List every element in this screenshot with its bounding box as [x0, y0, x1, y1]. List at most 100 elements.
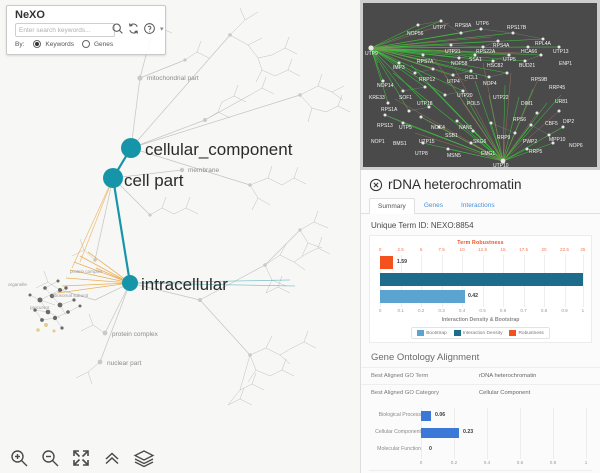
go-category-label: Molecular Function: [377, 446, 421, 452]
search-icon-group: ▾: [111, 22, 164, 35]
gene-label: RRP9: [497, 135, 511, 141]
tab-genes[interactable]: Genes: [423, 202, 443, 209]
detail-tabs[interactable]: Summary Genes Interactions: [361, 197, 600, 214]
gene-label: UTP5: [503, 57, 516, 63]
gene-label: UTP6: [476, 21, 489, 27]
gene-label: NOP4: [483, 81, 497, 87]
tick: 0.2: [417, 308, 425, 313]
unique-term-id: Unique Term ID: NEXO:8854: [371, 221, 474, 230]
sync-icon[interactable]: [127, 22, 140, 35]
node-cell-part[interactable]: [103, 168, 123, 188]
tick: 2.5: [397, 247, 404, 252]
node-intracellular[interactable]: [122, 275, 138, 291]
tick: 0.8: [549, 460, 557, 465]
go-bar: [421, 428, 459, 438]
node-label-protein-complex: protein complex: [112, 331, 159, 338]
detail-header: rDNA heterochromatin: [361, 170, 600, 196]
gene-label: IMP3: [393, 65, 405, 71]
gene-interaction-network-panel[interactable]: UTP9 NOP56 UTP7 RPS8A UTP6 RPS17B UTP21 …: [360, 0, 600, 170]
tab-summary[interactable]: Summary: [369, 198, 415, 214]
search-input[interactable]: [15, 23, 115, 37]
legend-item-interaction-density: Interaction Density: [453, 330, 502, 336]
gene-label: UTP20: [457, 93, 473, 99]
network-toolbar[interactable]: [0, 443, 360, 473]
network-dense-cluster: [28, 279, 82, 333]
hierarchy-network-panel[interactable]: mitochondrial part membrane protein comp…: [0, 0, 360, 473]
gene-label: UTP7: [433, 25, 446, 31]
go-category-label: Cellular Component: [375, 429, 421, 435]
tick: 22.5: [560, 247, 569, 252]
page-title: rDNA heterochromatin: [388, 177, 522, 192]
fit-screen-icon[interactable]: [71, 448, 91, 468]
go-value: 0.23: [463, 429, 474, 435]
zoom-in-icon[interactable]: [9, 448, 29, 468]
go-row-cellular-component: Cellular Component 0.23: [369, 425, 592, 442]
help-icon[interactable]: [143, 22, 156, 35]
tick: 1: [584, 460, 588, 465]
chart-title-term-robustness: Term Robustness: [457, 240, 504, 246]
zoom-out-icon[interactable]: [40, 448, 60, 468]
gene-labels: UTP9 NOP56 UTP7 RPS8A UTP6 RPS17B UTP21 …: [365, 21, 583, 167]
radio-keywords[interactable]: [33, 40, 42, 48]
gene-label: SOF1: [399, 95, 412, 101]
node-label-membrane: membrane: [188, 167, 219, 174]
gene-label: HCA66: [521, 49, 537, 55]
go-value: 0: [429, 446, 432, 452]
gene-label: UTP8: [415, 151, 428, 157]
field-value: rDNA heterochromatin: [479, 373, 537, 379]
tick: 0.5: [479, 308, 486, 313]
tick: 20: [541, 247, 547, 252]
field-best-aligned-go-term: Best Aligned GO Term rDNA heterochromati…: [361, 367, 600, 384]
legend-item-robustness: Robustness: [509, 330, 544, 336]
go-bar: [421, 411, 431, 421]
gene-label: BUD21: [519, 63, 535, 69]
tick: 0.6: [499, 308, 507, 313]
node-label-ribosomal-subunit: ribosomal subunit: [52, 293, 89, 298]
gene-label: RPS9B: [531, 77, 548, 83]
gene-label: RPS22A: [476, 49, 496, 55]
gene-label: UTP13: [553, 49, 569, 55]
search-icon[interactable]: [111, 22, 124, 35]
network-minor-nodes: [93, 33, 302, 365]
tick: 17.5: [519, 247, 529, 252]
tick: 15: [500, 247, 506, 252]
radio-keywords-label: Keywords: [45, 40, 74, 48]
radio-genes-label: Genes: [93, 40, 114, 48]
gene-label: RRP45: [549, 85, 565, 91]
gene-label: NOP58: [451, 61, 468, 67]
legend-label: Bootstrap: [426, 330, 447, 336]
node-label-protein-complex-2: protein complex: [70, 269, 103, 274]
layers-icon[interactable]: [133, 448, 155, 468]
close-circle-icon[interactable]: [369, 178, 383, 192]
node-label-cellular-component: cellular_component: [145, 140, 293, 159]
search-panel[interactable]: NeXO ▾: [6, 5, 166, 55]
field-key: Best Aligned GO Category: [371, 390, 439, 396]
gene-label: SSB1: [445, 133, 458, 139]
collapse-icon[interactable]: [102, 448, 122, 468]
network-major-nodes: [103, 138, 141, 291]
chevron-down-icon[interactable]: ▾: [160, 25, 164, 33]
gene-label: NOP56: [407, 31, 424, 37]
radio-genes[interactable]: [81, 40, 90, 48]
app-title: NeXO: [15, 9, 45, 21]
gene-label: RRP12: [419, 77, 435, 83]
tab-interactions[interactable]: Interactions: [460, 202, 495, 209]
bar-value-robustness: 1.59: [396, 259, 407, 265]
gene-edges-secondary: [384, 20, 564, 136]
hierarchy-network-canvas[interactable]: mitochondrial part membrane protein comp…: [0, 0, 360, 473]
gene-label: NOP1: [371, 139, 385, 145]
gene-nodes: [368, 19, 565, 164]
tick: 0.2: [450, 460, 458, 465]
go-chart-axis: 0 0.2 0.4 0.6 0.8 1: [369, 460, 592, 468]
node-label-nuclear-part: nuclear part: [107, 360, 142, 367]
node-cellular-component[interactable]: [121, 138, 141, 158]
chart-xlabel: Interaction Density & Bootstrap: [441, 317, 520, 323]
chart-legend: Bootstrap Interaction Density Robustness: [411, 327, 550, 339]
gene-label: CBF5: [545, 121, 558, 127]
go-category-label: Biological Process: [378, 412, 421, 418]
tick: 0.4: [458, 308, 466, 313]
gene-label-hub-utp9: UTP9: [365, 51, 378, 57]
gene-network-canvas[interactable]: UTP9 NOP56 UTP7 RPS8A UTP6 RPS17B UTP21 …: [363, 3, 597, 167]
gene-label: DIM1: [521, 101, 533, 107]
search-by-row: By: Keywords Genes: [15, 40, 113, 48]
